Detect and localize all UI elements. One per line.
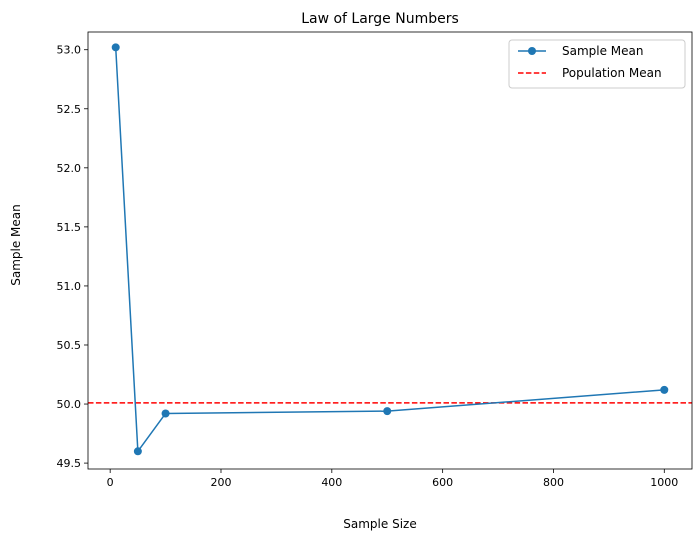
axes-frame xyxy=(87,31,693,470)
x-tick-label: 800 xyxy=(543,476,564,489)
y-tick-label: 51.0 xyxy=(57,280,82,293)
x-tick-label: 400 xyxy=(321,476,342,489)
y-tick-label: 53.0 xyxy=(57,44,82,57)
x-axis-label: Sample Size xyxy=(343,517,416,531)
x-tick-label: 600 xyxy=(432,476,453,489)
legend-sample-mean-label: Sample Mean xyxy=(562,44,644,58)
x-tick-label: 1000 xyxy=(650,476,678,489)
legend: Sample Mean Population Mean xyxy=(508,39,686,89)
data-point xyxy=(383,407,392,416)
legend-population-mean-label: Population Mean xyxy=(562,66,662,80)
y-tick-label: 52.5 xyxy=(57,103,82,116)
y-tick-label: 51.5 xyxy=(57,221,82,234)
chart-title: Law of Large Numbers xyxy=(301,11,459,27)
plot-area xyxy=(87,31,693,470)
data-point xyxy=(111,43,120,52)
legend-sample-mean-marker xyxy=(528,47,536,55)
x-tick-label: 200 xyxy=(210,476,231,489)
data-point xyxy=(660,385,669,394)
data-point xyxy=(161,409,170,418)
y-axis-label: Sample Mean xyxy=(9,204,23,286)
y-tick-label: 49.5 xyxy=(57,457,82,470)
axis-ticks: 0 200 400 600 800 1000 49.5 50.0 50.5 51.0 51.5 52.… xyxy=(57,44,679,489)
y-tick-label: 52.0 xyxy=(57,162,82,175)
y-tick-label: 50.0 xyxy=(57,398,82,411)
y-tick-label: 50.5 xyxy=(57,339,82,352)
legend-box xyxy=(508,39,686,89)
data-point xyxy=(133,447,142,456)
x-tick-label: 0 xyxy=(107,476,114,489)
